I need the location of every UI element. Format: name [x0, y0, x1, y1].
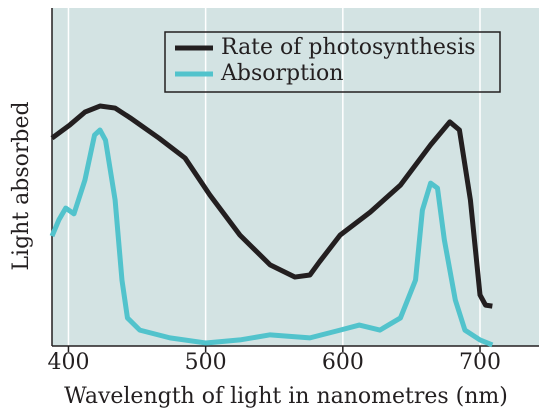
- x-tick-label: 400: [47, 350, 89, 375]
- series-line: [49, 127, 494, 348]
- legend-box: [164, 31, 501, 93]
- x-tick-label: 500: [185, 350, 227, 375]
- x-axis-label: Wavelength of light in nanometres (nm): [64, 384, 508, 409]
- x-tick-label: 600: [322, 350, 364, 375]
- legend-label: Absorption: [220, 61, 343, 86]
- series-line: [50, 103, 493, 309]
- x-tick-label: 700: [459, 350, 501, 375]
- plot-area: [52, 8, 539, 346]
- y-axis-label: Light absorbed: [9, 101, 34, 270]
- legend-label: Rate of photosynthesis: [221, 35, 476, 60]
